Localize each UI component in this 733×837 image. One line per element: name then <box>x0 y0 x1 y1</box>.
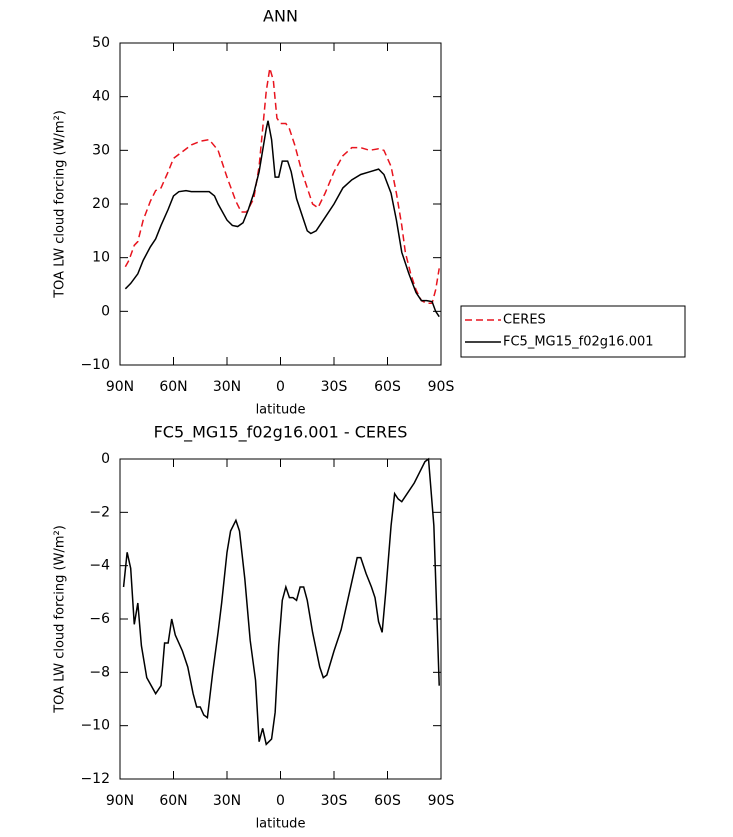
y-tick-label: −12 <box>80 771 110 787</box>
y-tick-label: −6 <box>89 611 110 627</box>
x-tick-label: 30N <box>213 793 241 809</box>
y-tick-label: −8 <box>89 664 110 680</box>
y-tick-label: −10 <box>80 718 110 734</box>
y-tick-label: −4 <box>89 558 110 574</box>
y-tick-label: −10 <box>80 357 110 373</box>
y-axis-label: TOA LW cloud forcing (W/m²) <box>53 525 68 714</box>
x-tick-label: 90S <box>428 379 455 395</box>
series-line <box>122 457 440 746</box>
series-line <box>124 120 440 318</box>
x-axis-label: latitude <box>256 817 306 832</box>
x-tick-label: 0 <box>276 379 285 395</box>
x-tick-label: 90N <box>106 379 134 395</box>
y-tick-label: 0 <box>101 451 110 467</box>
legend-label: FC5_MG15_f02g16.001 <box>503 335 654 350</box>
x-tick-label: 30S <box>321 379 348 395</box>
y-tick-label: −2 <box>89 504 110 520</box>
y-tick-label: 20 <box>92 196 110 212</box>
x-tick-label: 30N <box>213 379 241 395</box>
series-line <box>124 68 440 305</box>
x-tick-label: 90N <box>106 793 134 809</box>
x-tick-label: 60N <box>159 793 187 809</box>
x-tick-label: 60S <box>374 379 401 395</box>
chart-title: FC5_MG15_f02g16.001 - CERES <box>154 423 408 443</box>
x-tick-label: 30S <box>321 793 348 809</box>
y-tick-label: 0 <box>101 303 110 319</box>
y-tick-label: 40 <box>92 89 110 105</box>
y-tick-label: 10 <box>92 250 110 266</box>
x-tick-label: 0 <box>276 793 285 809</box>
x-tick-label: 60N <box>159 379 187 395</box>
x-axis-label: latitude <box>256 403 306 418</box>
x-tick-label: 90S <box>428 793 455 809</box>
y-tick-label: 50 <box>92 35 110 51</box>
legend-label: CERES <box>503 313 546 328</box>
legend-box <box>460 305 686 358</box>
y-axis-label: TOA LW cloud forcing (W/m²) <box>53 110 68 299</box>
chart-title: ANN <box>263 7 298 26</box>
y-tick-label: 30 <box>92 142 110 158</box>
x-tick-label: 60S <box>374 793 401 809</box>
